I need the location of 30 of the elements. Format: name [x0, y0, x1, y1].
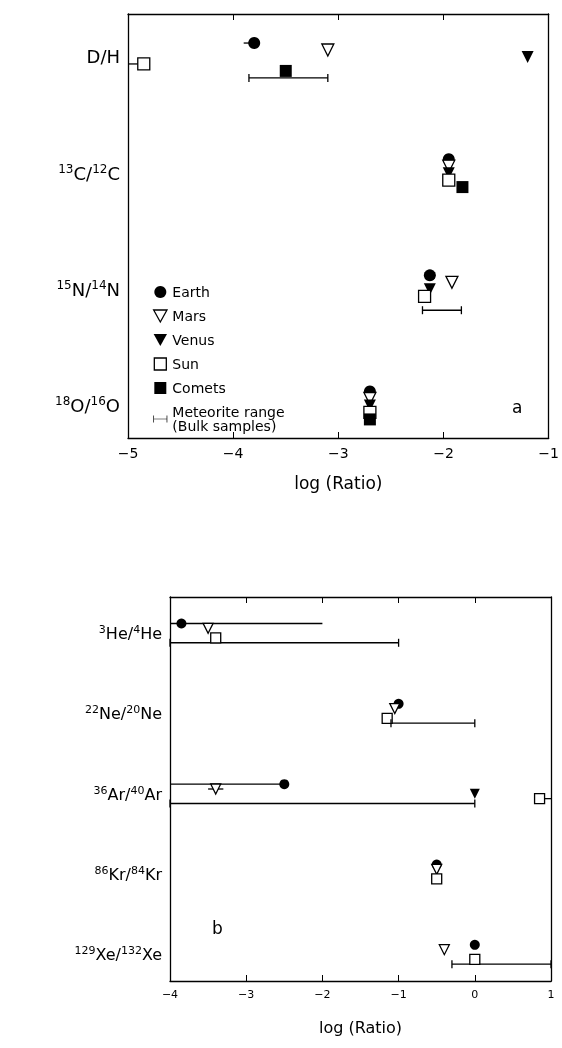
x-tick-label: −4 — [161, 988, 179, 1001]
y-tick-label: $^{129}$Xe/$^{132}$Xe — [74, 944, 162, 965]
x-tick-label: −1 — [390, 988, 407, 1001]
x-tick-label: 0 — [471, 988, 479, 1001]
x-axis-title: log (Ratio) — [294, 472, 383, 493]
y-tick-label: $^{36}$Ar/$^{40}$Ar — [93, 783, 162, 804]
x-axis-title: log (Ratio) — [318, 1017, 403, 1037]
annotation: a — [512, 396, 523, 417]
x-tick-label: 1 — [547, 988, 555, 1001]
y-tick-label: D/H — [86, 45, 120, 67]
x-tick-label: −3 — [328, 445, 349, 461]
x-tick-label: −4 — [222, 445, 244, 461]
annotation: b — [212, 917, 223, 938]
x-tick-label: −3 — [238, 988, 255, 1001]
y-tick-label: $^{86}$Kr/$^{84}$Kr — [94, 863, 162, 885]
legend-label: Meteorite range (Bulk samples) — [172, 404, 285, 434]
x-tick-label: −2 — [433, 445, 454, 461]
y-tick-label: $^{3}$He/$^{4}$He — [98, 622, 162, 644]
y-tick-label: $^{18}$O/$^{16}$O — [55, 394, 120, 417]
legend-label: Venus — [172, 332, 215, 348]
legend-label: Sun — [172, 356, 199, 372]
x-tick-label: −1 — [538, 445, 559, 461]
y-tick-label: $^{22}$Ne/$^{20}$Ne — [84, 703, 162, 724]
legend-label: Mars — [172, 308, 207, 324]
y-tick-label: $^{13}$C/$^{12}$C — [58, 162, 120, 185]
x-tick-label: −2 — [314, 988, 331, 1001]
x-tick-label: −5 — [117, 445, 139, 461]
legend-label: Comets — [172, 380, 226, 396]
legend-label: Earth — [172, 284, 210, 300]
y-tick-label: $^{15}$N/$^{14}$N — [56, 278, 120, 301]
